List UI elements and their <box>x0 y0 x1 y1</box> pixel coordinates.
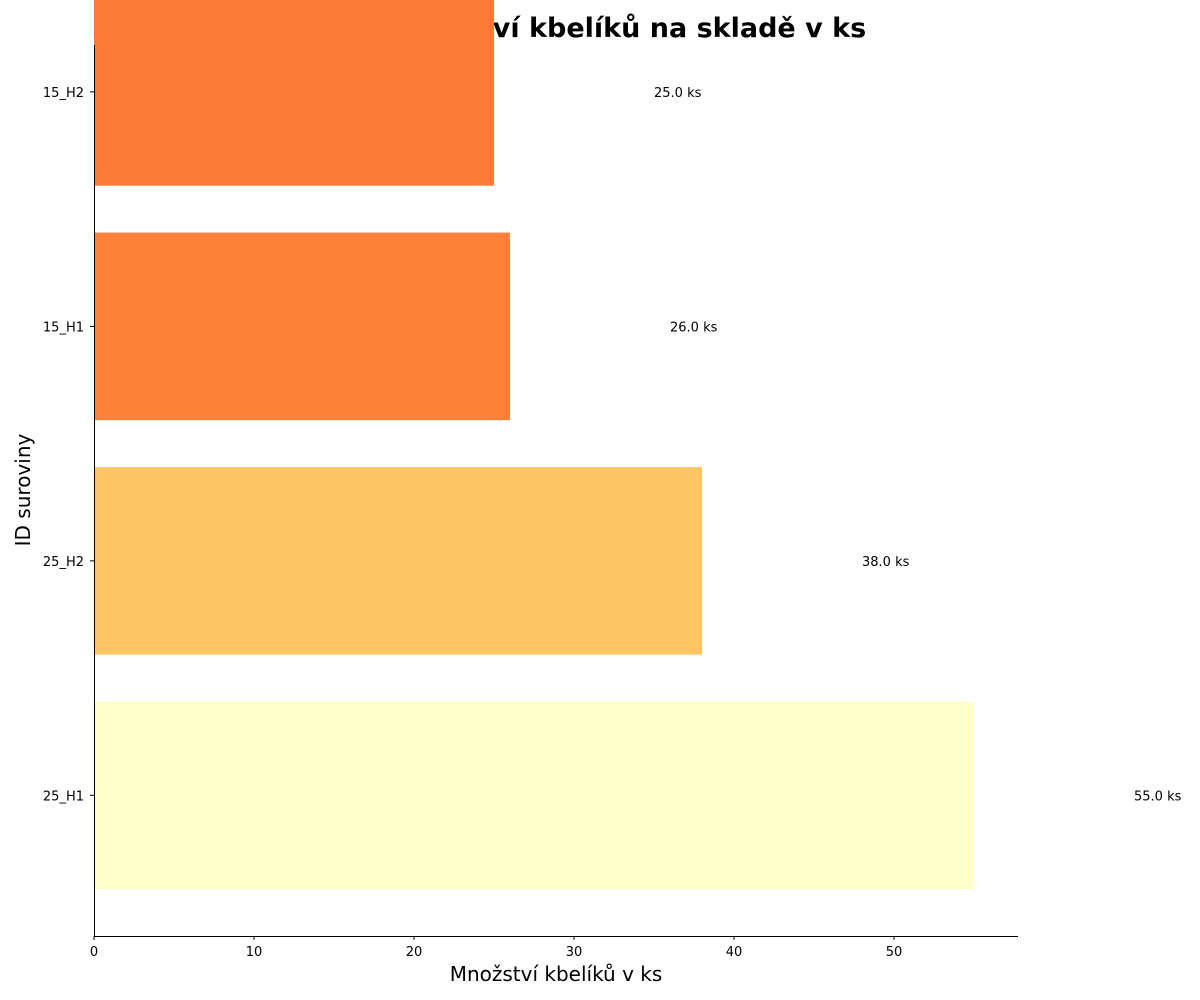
x-tick-label-40: 40 <box>726 945 743 960</box>
data-label-25_H1: 55.0 ks <box>1134 789 1182 804</box>
x-tick-label-30: 30 <box>566 945 583 960</box>
data-label-25_H2: 38.0 ks <box>862 555 910 570</box>
x-tick-label-10: 10 <box>246 945 263 960</box>
y-ticks-group: 25_H1 25_H2 15_H1 15_H2 <box>43 86 94 804</box>
y-tick-label-25_H1: 25_H1 <box>43 789 84 804</box>
x-tick-label-50: 50 <box>886 945 903 960</box>
data-label-15_H2: 25.0 ks <box>654 86 702 101</box>
bar-15_H2 <box>94 0 494 186</box>
x-tick-label-0: 0 <box>90 945 98 960</box>
bar-25_H2 <box>94 467 702 655</box>
y-axis-label: ID suroviny <box>11 434 35 547</box>
x-ticks-group: 0 10 20 30 40 50 <box>90 936 902 960</box>
x-axis-label: Množství kbelíků v ks <box>450 962 663 986</box>
bars-group <box>94 0 974 890</box>
y-tick-label-15_H2: 15_H2 <box>43 86 84 101</box>
bar-15_H1 <box>94 232 510 421</box>
x-tick-label-20: 20 <box>406 945 423 960</box>
data-label-15_H1: 26.0 ks <box>670 320 718 335</box>
y-tick-label-25_H2: 25_H2 <box>43 555 84 570</box>
bar-25_H1 <box>94 701 974 890</box>
data-labels-group: 55.0 ks 38.0 ks 26.0 ks 25.0 ks <box>654 86 1182 804</box>
y-tick-label-15_H1: 15_H1 <box>43 320 84 335</box>
